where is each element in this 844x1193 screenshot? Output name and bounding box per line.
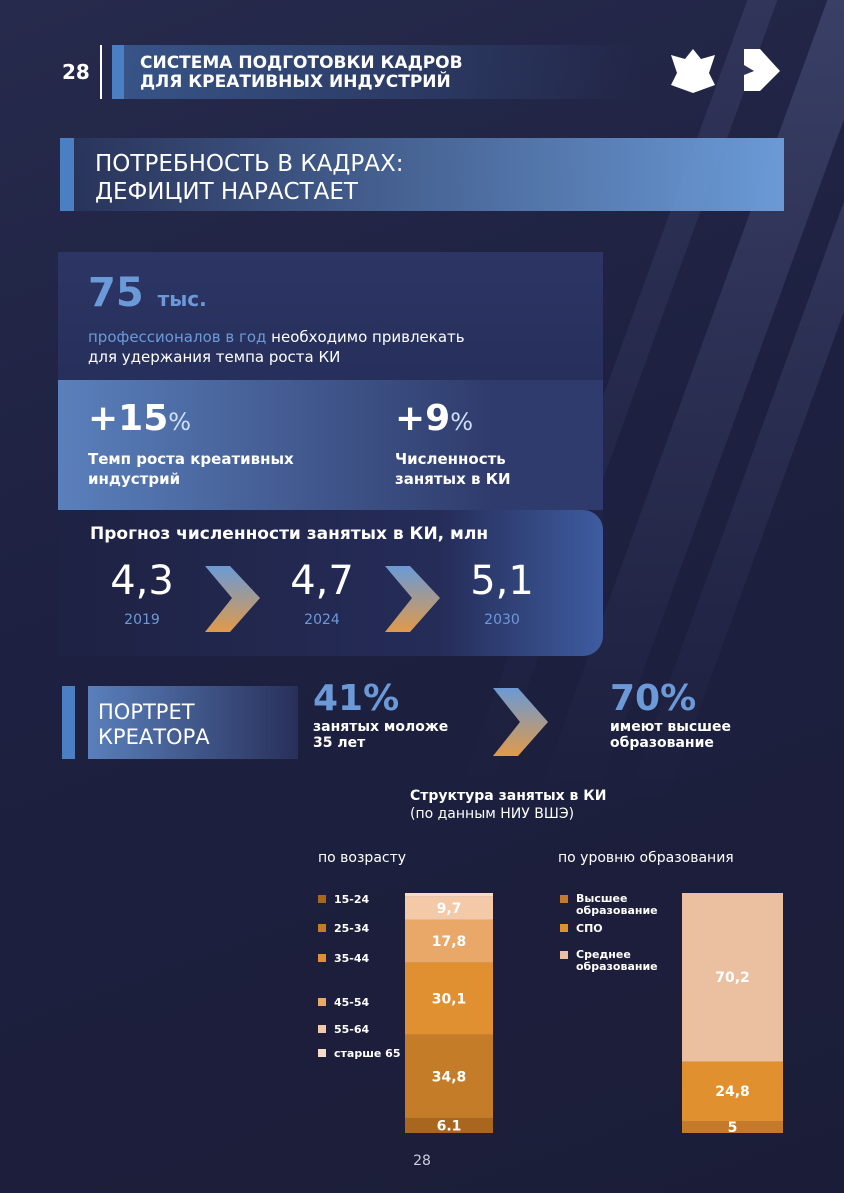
- structure-heading: Структура занятых в КИ (по данным НИУ ВШЭ…: [410, 787, 606, 823]
- value: 4,3: [110, 558, 174, 604]
- bar-segment: [682, 1121, 783, 1133]
- legend-swatch: [560, 951, 568, 959]
- unit: %: [168, 408, 192, 436]
- number: +15: [88, 398, 169, 439]
- need-text: профессионалов в год необходимо привлека…: [88, 327, 465, 367]
- legend-label: 55-64: [334, 1023, 370, 1036]
- title-line: ПОТРЕБНОСТЬ В КАДРАХ:: [95, 151, 404, 177]
- label: 35 лет: [313, 735, 366, 751]
- label: имеют высшее: [610, 719, 732, 735]
- portrait-title: ПОРТРЕТ КРЕАТОРА: [98, 700, 210, 750]
- text: необходимо привлекать: [266, 328, 465, 346]
- forecast-item: 4,3 2019: [72, 558, 212, 628]
- arrows: [205, 566, 548, 756]
- title-line: КРЕАТОРА: [98, 725, 210, 749]
- forecast-title: Прогноз численности занятых в КИ, млн: [90, 524, 489, 544]
- subtitle: (по данным НИУ ВШЭ): [410, 806, 575, 822]
- legend-label: 25-34: [334, 922, 370, 935]
- legend-swatch: [318, 998, 326, 1006]
- growth-stat: +9% Численность занятых в КИ: [395, 398, 511, 489]
- highlight: профессионалов в год: [88, 328, 267, 346]
- number: 70%: [610, 678, 697, 719]
- number: 75: [88, 270, 144, 316]
- charts: по возрасту 15-24 6.1 25-34 34,8 35-44 30,1 45-…: [318, 850, 783, 1136]
- value-label: 30,1: [432, 992, 467, 1008]
- forecast-item: 4,7 2024: [252, 558, 392, 628]
- legend-swatch: [560, 924, 568, 932]
- label: образование: [610, 735, 714, 751]
- legend-label: 45-54: [334, 996, 370, 1009]
- legend-swatch: [318, 1025, 326, 1033]
- legend-swatch: [318, 954, 326, 962]
- legend-label: СПО: [576, 922, 603, 935]
- unit: %: [450, 408, 474, 436]
- unit: тыс.: [157, 287, 207, 311]
- legend-swatch: [318, 1049, 326, 1057]
- chart-subtitle: по возрасту: [318, 850, 406, 866]
- value-label: 5: [728, 1120, 738, 1136]
- bar-segment: [405, 896, 493, 920]
- title-line: ПОРТРЕТ: [98, 700, 195, 724]
- bar-segment: [405, 962, 493, 1035]
- value: 4,7: [290, 558, 354, 604]
- emblem: [671, 49, 715, 93]
- title-line: ДЛЯ КРЕАТИВНЫХ ИНДУСТРИЙ: [140, 72, 451, 92]
- title: Структура занятых в КИ: [410, 788, 607, 804]
- legend-swatch: [318, 924, 326, 932]
- header-title: СИСТЕМА ПОДГОТОВКИ КАДРОВ ДЛЯ КРЕАТИВНЫХ…: [140, 54, 463, 92]
- value-label: 17,8: [432, 934, 467, 950]
- value-label: 9,7: [437, 901, 462, 917]
- value-label: 34,8: [432, 1070, 467, 1086]
- bar-segment: [405, 1034, 493, 1119]
- legend-label: Высшее образование: [576, 892, 658, 917]
- legend-label: 15-24: [334, 893, 370, 906]
- bar-segment: [682, 1061, 783, 1121]
- label: Численность: [395, 450, 506, 468]
- label: индустрий: [88, 470, 181, 488]
- number: 41%: [313, 678, 400, 719]
- footer-page-number: 28: [413, 1153, 431, 1169]
- number: +9: [395, 398, 451, 439]
- growth-stat: +15% Темп роста креативных индустрий: [88, 398, 294, 489]
- legend-swatch: [560, 895, 568, 903]
- value-label: 6.1: [437, 1119, 462, 1135]
- bar-segment: [405, 893, 493, 897]
- value-label: 24,8: [715, 1084, 750, 1100]
- value-label: 70,2: [715, 970, 750, 986]
- title-line: СИСТЕМА ПОДГОТОВКИ КАДРОВ: [140, 53, 463, 73]
- bar-segment: [405, 919, 493, 963]
- portrait-stat: 70% имеют высшее образование: [610, 678, 731, 751]
- chart-subtitle: по уровню образования: [558, 850, 734, 866]
- logo: [744, 49, 780, 91]
- year: 2024: [304, 612, 340, 628]
- legend-label: старше 65: [334, 1047, 400, 1060]
- need-number: 75 тыс.: [88, 270, 207, 316]
- value: 5,1: [470, 558, 534, 604]
- section-title: ПОТРЕБНОСТЬ В КАДРАХ: ДЕФИЦИТ НАРАСТАЕТ: [95, 150, 403, 206]
- page-number: 28: [62, 60, 90, 84]
- portrait-stat: 41% занятых моложе 35 лет: [313, 678, 448, 751]
- legend-label: 35-44: [334, 952, 370, 965]
- bar-segment: [405, 1118, 493, 1133]
- year: 2019: [124, 612, 160, 628]
- label: занятых в КИ: [395, 470, 511, 488]
- label: занятых моложе: [313, 719, 449, 735]
- title-line: ДЕФИЦИТ НАРАСТАЕТ: [95, 179, 358, 205]
- legend-swatch: [318, 895, 326, 903]
- legend-label: Среднее образование: [576, 948, 658, 973]
- bar-segment: [682, 893, 783, 1062]
- forecast-item: 5,1 2030: [432, 558, 572, 628]
- label: Темп роста креативных: [88, 450, 294, 468]
- year: 2030: [484, 612, 520, 628]
- text: для удержания темпа роста КИ: [88, 348, 341, 366]
